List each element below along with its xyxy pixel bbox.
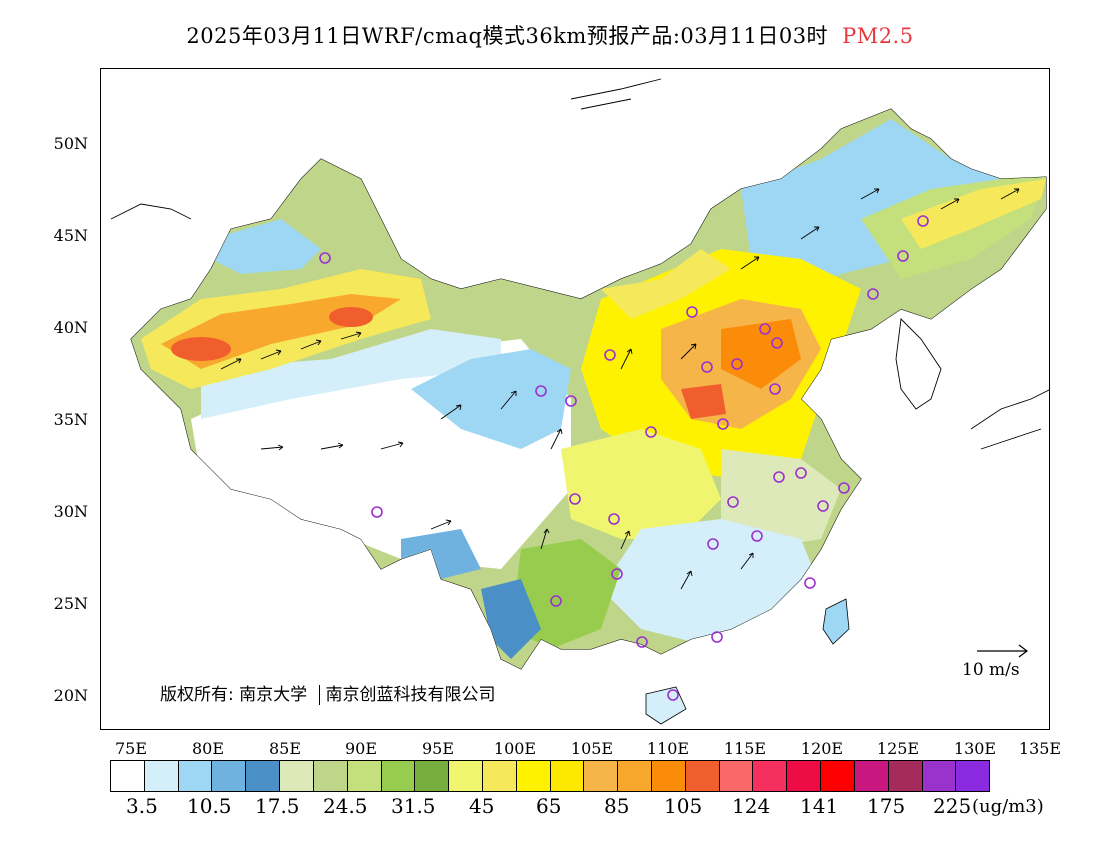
legend-label-13: 225 — [933, 794, 972, 818]
legend-swatch — [415, 761, 450, 791]
title-species: PM2.5 — [842, 24, 914, 48]
legend-swatch — [381, 761, 416, 791]
lon-label-110e: 110E — [646, 739, 690, 758]
lon-label-135e: 135E — [1018, 739, 1062, 758]
copyright-left: 版权所有: 南京大学 — [160, 685, 308, 705]
legend-swatch — [212, 761, 247, 791]
map-title: 2025年03月11日WRF/cmaq模式36km预报产品:03月11日03时 P… — [0, 20, 1100, 50]
legend-swatch — [719, 761, 754, 791]
legend-swatch — [144, 761, 179, 791]
lat-label-40n: 40N — [53, 318, 88, 337]
legend-swatch — [449, 761, 483, 791]
lat-label-30n: 30N — [53, 502, 88, 521]
lat-label-45n: 45N — [53, 226, 88, 245]
legend-swatch — [313, 761, 348, 791]
legend-label-7: 65 — [536, 794, 562, 818]
legend-label-6: 45 — [469, 794, 495, 818]
lat-label-20n: 20N — [53, 686, 88, 705]
lon-label-90e: 90E — [344, 739, 378, 758]
lon-label-75e: 75E — [114, 739, 148, 758]
legend-swatch — [685, 761, 720, 791]
legend-swatch — [753, 761, 788, 791]
legend-swatch — [347, 761, 382, 791]
legend-swatch — [280, 761, 314, 791]
map-canvas — [110, 78, 1049, 725]
legend-swatch — [922, 761, 957, 791]
pm25-map[interactable] — [100, 68, 1050, 730]
legend-swatch — [854, 761, 889, 791]
city-stations — [319, 215, 929, 701]
legend-label-1: 3.5 — [126, 794, 158, 818]
color-legend — [110, 760, 990, 792]
legend-swatch — [821, 761, 855, 791]
lon-label-80e: 80E — [191, 739, 225, 758]
taiwan-island — [822, 598, 850, 645]
legend-label-3: 17.5 — [255, 794, 300, 818]
lat-label-50n: 50N — [53, 134, 88, 153]
lat-label-35n: 35N — [53, 410, 88, 429]
lat-label-25n: 25N — [53, 594, 88, 613]
legend-label-5: 31.5 — [391, 794, 436, 818]
lon-label-85e: 85E — [268, 739, 302, 758]
lon-label-100e: 100E — [493, 739, 537, 758]
legend-label-12: 175 — [867, 794, 906, 818]
lon-label-120e: 120E — [800, 739, 844, 758]
legend-swatch — [652, 761, 686, 791]
legend-unit: (ug/m3) — [972, 796, 1044, 817]
legend-label-8: 85 — [604, 794, 630, 818]
wind-vectors — [220, 188, 1020, 590]
legend-swatch — [111, 761, 145, 791]
legend-swatch — [516, 761, 551, 791]
legend-swatch — [550, 761, 585, 791]
legend-swatch — [787, 761, 822, 791]
legend-swatch — [618, 761, 652, 791]
copyright-notice: 版权所有: 南京大学 南京创蓝科技有限公司 — [160, 680, 496, 705]
legend-label-10: 124 — [732, 794, 771, 818]
wind-scale-label: 10 m/s — [962, 660, 1020, 680]
legend-label-2: 10.5 — [187, 794, 232, 818]
lon-label-105e: 105E — [570, 739, 614, 758]
lon-label-115e: 115E — [723, 739, 767, 758]
legend-swatch — [956, 761, 990, 791]
legend-swatch — [888, 761, 923, 791]
lon-label-130e: 130E — [953, 739, 997, 758]
legend-swatch — [584, 761, 619, 791]
hainan-island — [645, 686, 687, 725]
wind-scale-arrow — [977, 644, 1028, 658]
legend-label-9: 105 — [664, 794, 703, 818]
legend-label-11: 141 — [800, 794, 839, 818]
copyright-right: 南京创蓝科技有限公司 — [325, 685, 496, 705]
legend-label-4: 24.5 — [323, 794, 368, 818]
legend-swatch — [178, 761, 213, 791]
legend-swatch — [482, 761, 517, 791]
legend-swatch — [246, 761, 281, 791]
title-main: 2025年03月11日WRF/cmaq模式36km预报产品:03月11日03时 — [186, 24, 829, 48]
lon-label-95e: 95E — [421, 739, 455, 758]
lon-label-125e: 125E — [876, 739, 920, 758]
